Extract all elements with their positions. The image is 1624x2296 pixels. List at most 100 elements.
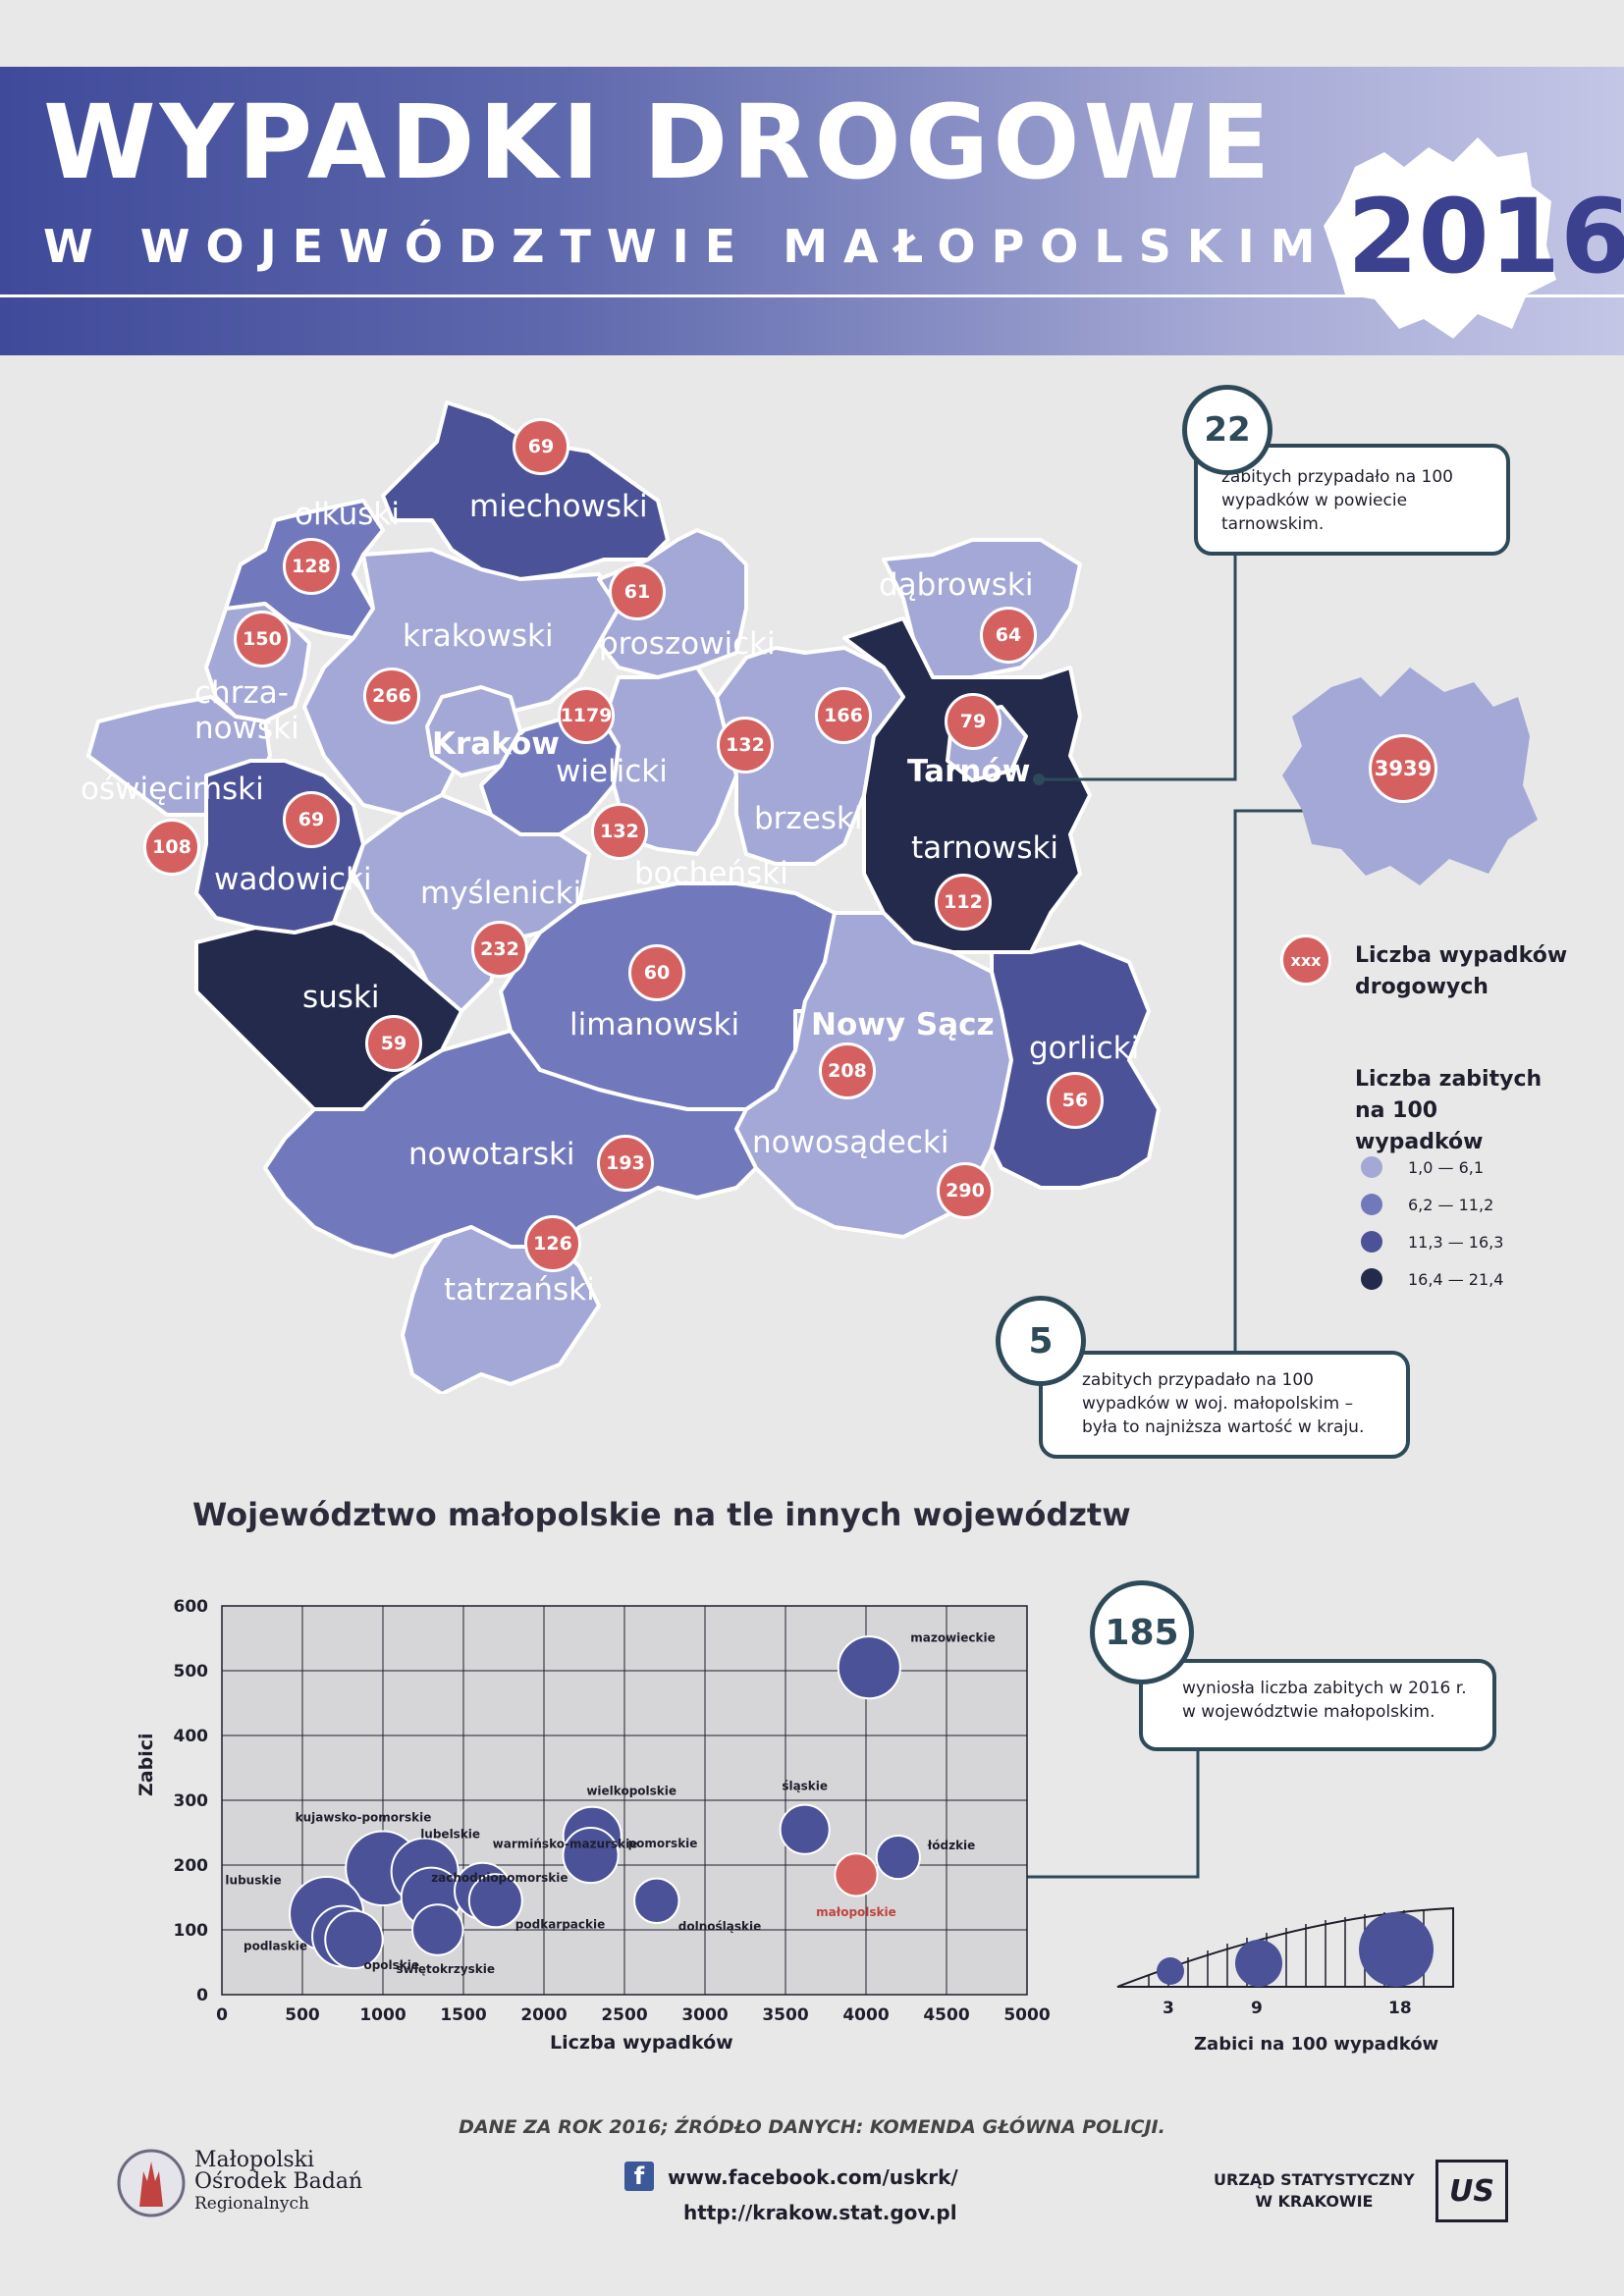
callout-chart-text: wyniosła liczba zabitych w 2016 r. w woj… [1182,1679,1467,1722]
accident-count-badge: 61 [609,563,666,620]
bubble-podkarpackie [467,1873,523,1929]
accident-count-badge: 126 [524,1215,581,1272]
accident-count-badge: 150 [234,611,291,667]
y-tick-label: 100 [174,1921,209,1941]
accident-count-badge: 208 [819,1042,876,1099]
bubble-mazowieckie [837,1635,901,1700]
legend-range-label: 1,0 — 6,1 [1408,1157,1485,1177]
district-label-nowy-sacz: Nowy Sącz [811,1007,995,1042]
x-tick-label: 5000 [1003,2005,1050,2025]
district-label-olkuski: olkuski [295,497,400,532]
district-label-wadowicki: wadowicki [214,862,372,897]
research-center-name-line: Małopolski [194,2148,315,2172]
size-tick: 18 [1388,1999,1412,2018]
statistical-office-line: URZĄD STATYSTYCZNY [1214,2170,1415,2189]
data-source: DANE ZA ROK 2016; ŹRÓDŁO DANYCH: KOMENDA… [459,2116,1165,2138]
y-axis-label: Zabici [135,1733,157,1797]
legend-badge-label: Liczba wypadków drogowych [1355,943,1568,999]
y-tick-label: 500 [174,1662,209,1682]
district-bochenski [602,666,738,856]
legend-range-4: 16,4 — 21,4 [1361,1268,1503,1290]
size-tick: 3 [1163,1999,1174,2018]
x-tick-label: 500 [285,2005,320,2025]
district-label-myslenicki: myślenicki [420,876,582,911]
district-label-krakowski: krakowski [403,618,554,654]
accident-count-badge: 69 [283,791,340,848]
point-label: pomorskie [628,1837,698,1850]
district-nowotarski [263,1029,758,1258]
district-label-nowosadecki: nowosądecki [752,1125,949,1160]
page-title: WYPADKI DROGOWE [43,82,1274,202]
legend-range-2: 6,2 — 11,2 [1361,1194,1493,1215]
legend-swatch [1361,1156,1382,1178]
x-tick-label: 0 [216,2005,228,2025]
legend-range-label: 6,2 — 11,2 [1408,1195,1494,1214]
size-tick: 9 [1251,1999,1263,2018]
accident-count-badge: 132 [717,717,774,774]
bubble-opolskie [324,1909,384,1970]
statistical-office-logo: US [1435,2160,1508,2222]
point-label: kujawsko-pomorskie [296,1810,432,1824]
accident-count-badge: 232 [471,921,528,978]
accident-count-badge: 1179 [558,687,615,744]
district-label-tarnowski: tarnowski [911,830,1059,866]
bubble-małopolskie [834,1852,879,1897]
y-tick-label: 400 [174,1727,209,1746]
legend-range-label: 11,3 — 16,3 [1408,1232,1504,1252]
accident-count-badge: 166 [815,687,872,744]
accident-count-badge: 79 [945,693,1001,750]
point-label: wielkopolskie [586,1784,677,1797]
point-label: dolnośląskie [678,1919,761,1933]
district-label-chrzanowski: chrza- nowski [194,675,299,746]
callout-chart-value: 185 [1090,1580,1194,1684]
legend-swatch [1361,1231,1382,1253]
accident-count-badge: 193 [597,1135,654,1192]
x-tick-label: 2500 [601,2005,647,2025]
research-center-name: Małopolski Ośrodek Badań Regionalnych [194,2150,362,2215]
point-label: warmińsko-mazurskie [493,1837,638,1850]
facebook-icon[interactable]: f [624,2162,654,2191]
accident-count-badge: 132 [591,803,648,860]
accident-count-badge: 64 [980,607,1037,664]
accident-count-badge: 128 [283,538,340,595]
callout-region-value: 5 [996,1296,1086,1386]
callout-tarnowski-text: zabitych przypadało na 100 wypadków w po… [1221,467,1453,534]
district-label-tatrzanski: tatrzański [444,1272,595,1308]
bubble-łódzkie [875,1834,921,1881]
legend-range-1: 1,0 — 6,1 [1361,1156,1484,1178]
research-center-name-line: Regionalnych [194,2194,309,2214]
callout-region-text: zabitych przypadało na 100 wypadków w wo… [1082,1370,1365,1437]
district-tarnowski [842,616,1092,954]
website-link[interactable]: http://krakow.stat.gov.pl [683,2201,957,2224]
facebook-link[interactable]: www.facebook.com/uskrk/ [668,2165,958,2189]
district-gorlicki [990,940,1161,1190]
bubble-śląskie [779,1803,831,1855]
y-tick-label: 200 [174,1856,209,1876]
point-label: mazowieckie [910,1631,996,1645]
district-label-gorlicki: gorlicki [1029,1031,1140,1066]
region-total-badge: 3939 [1369,734,1437,803]
region-silhouette-icon [1324,137,1556,339]
point-label: małopolskie [816,1905,896,1919]
y-tick-label: 0 [196,1986,208,2005]
accident-count-badge: 266 [363,667,420,724]
legend-range-label: 16,4 — 21,4 [1408,1269,1504,1289]
y-tick-label: 600 [174,1597,209,1617]
district-label-brzeski: brzeski [754,801,863,836]
district-label-wielicki: wielicki [556,754,668,789]
point-label: podlaskie [244,1940,307,1953]
district-label-oswiecimski: oświęcimski [81,772,264,807]
bubble-pomorskie [562,1827,620,1885]
x-tick-label: 1500 [440,2005,486,2025]
x-tick-label: 1000 [359,2005,406,2025]
callout-chart-box: wyniosła liczba zabitych w 2016 r. w woj… [1139,1659,1496,1751]
callout-region-box: zabitych przypadało na 100 wypadków w wo… [1039,1351,1410,1459]
point-label: podkarpackie [515,1917,605,1931]
district-miechowski [381,400,670,581]
point-label: łódzkie [927,1839,976,1852]
accident-count-badge: 59 [365,1015,422,1072]
bubble-size-legend [1116,1906,1454,1988]
y-tick-label: 300 [174,1791,209,1811]
page-subtitle: W WOJEWÓDZTWIE MAŁOPOLSKIM [43,220,1331,273]
x-tick-label: 4000 [842,2005,889,2025]
